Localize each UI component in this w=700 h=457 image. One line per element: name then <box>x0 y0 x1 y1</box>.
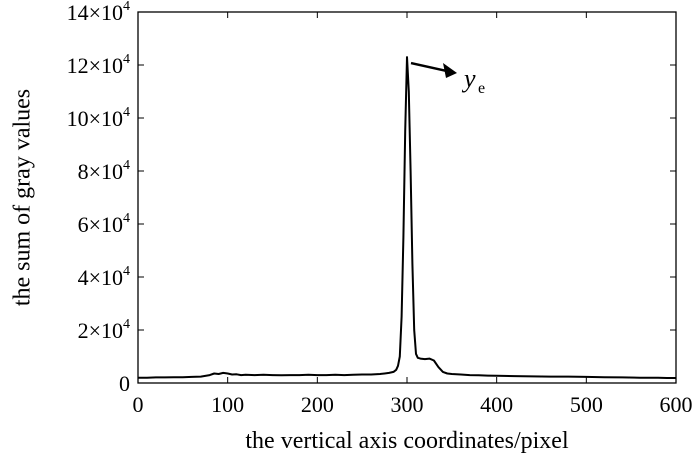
y-tick-label: 8×104 <box>78 158 130 184</box>
y-tick-exponent: 4 <box>123 317 130 332</box>
y-tick-label: 2×104 <box>78 317 130 343</box>
x-tick-label: 500 <box>570 392 603 417</box>
y-tick-mantissa: 4×10 <box>78 265 123 290</box>
x-tick-label: 100 <box>211 392 244 417</box>
annotation-label: y <box>461 64 476 93</box>
x-tick-labels: 0 100 200 300 400 500 600 <box>133 392 693 417</box>
y-tick-mantissa: 6×10 <box>78 212 123 237</box>
x-tick-label: 400 <box>480 392 513 417</box>
y-tick-exponent: 4 <box>123 158 130 173</box>
y-tick-label: 0 <box>119 371 130 396</box>
annotation-subscript: e <box>478 80 485 97</box>
y-tick-exponent: 4 <box>123 52 130 67</box>
y-tick-exponent: 4 <box>123 211 130 226</box>
y-tick-mantissa: 0 <box>119 371 130 396</box>
y-axis-label: the sum of gray values <box>10 89 36 306</box>
series-line <box>138 56 676 379</box>
y-tick-mantissa: 2×10 <box>78 318 123 343</box>
y-tick-mantissa: 10×10 <box>67 106 123 131</box>
y-tick-exponent: 4 <box>123 264 130 279</box>
y-tick-exponent: 4 <box>123 105 130 120</box>
x-tick-label: 600 <box>660 392 693 417</box>
x-axis-label: the vertical axis coordinates/pixel <box>245 428 569 454</box>
x-tick-label: 200 <box>301 392 334 417</box>
tick-marks <box>137 11 677 384</box>
annotation-arrow-shaft <box>410 61 448 73</box>
y-tick-mantissa: 8×10 <box>78 159 123 184</box>
y-tick-exponent: 4 <box>123 0 130 14</box>
x-tick-label: 300 <box>391 392 424 417</box>
y-tick-mantissa: 12×10 <box>67 53 123 78</box>
y-tick-label: 10×104 <box>67 105 130 131</box>
y-tick-mantissa: 14×10 <box>67 0 123 25</box>
y-tick-label: 14×104 <box>67 0 130 25</box>
y-tick-label: 12×104 <box>67 52 130 78</box>
x-tick-label: 0 <box>133 392 144 417</box>
annotation-arrowhead <box>443 63 457 79</box>
y-tick-label: 6×104 <box>78 211 130 237</box>
y-tick-label: 4×104 <box>78 264 130 290</box>
